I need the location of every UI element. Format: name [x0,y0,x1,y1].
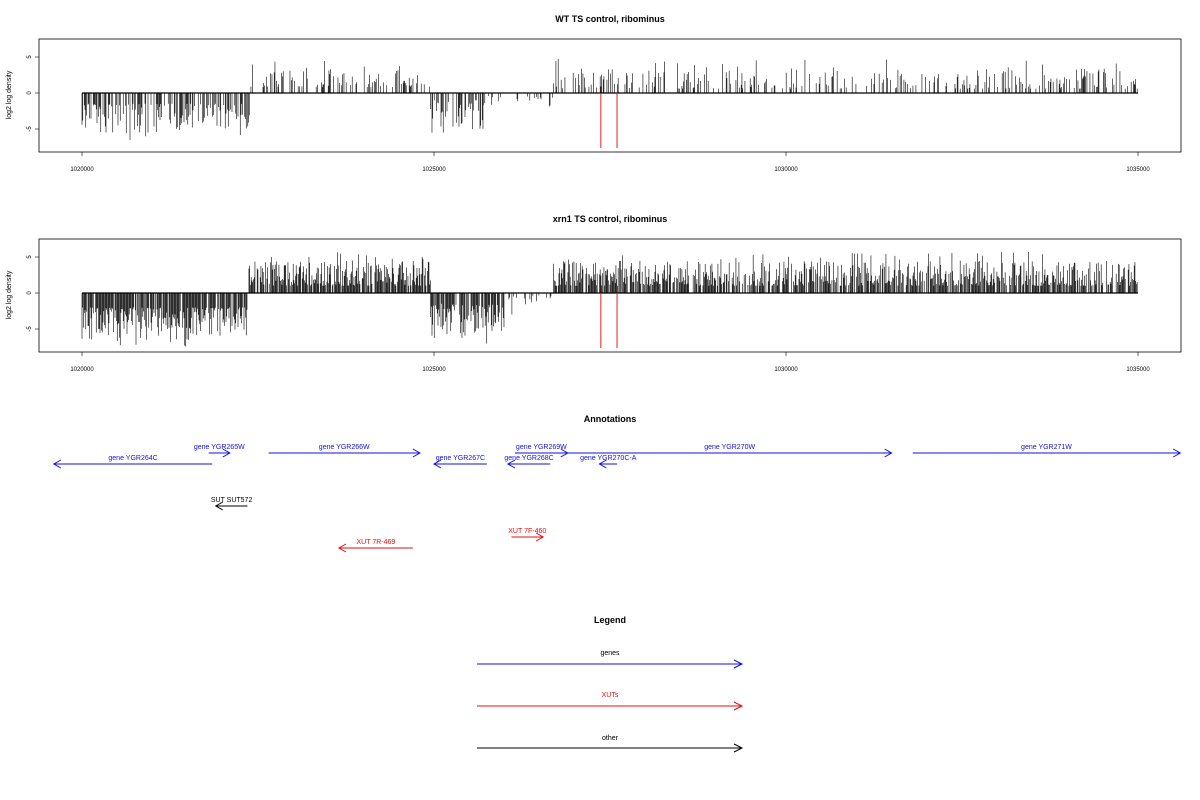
annotation-label: gene YGR270C-A [580,455,637,462]
annotation-arrowhead [432,459,442,469]
panel-wt-ytick-0: 0 [27,91,33,95]
legend-label-genes: genes [600,650,620,657]
panel-wt-ytick-5: 5 [27,55,33,59]
annotation-label: gene YGR270W [704,444,755,451]
panel-xrn1-frame [38,238,1182,353]
annotation-arrowhead [222,448,231,458]
legend-title: Legend [594,615,626,625]
annotation-feature: gene YGR266W [268,444,421,458]
panel-wt-frame [38,38,1182,153]
annotation-feature: XUT 7F-460 [508,528,546,542]
panel-xrn1-xtick-1: 1020000 [70,367,94,373]
panel-wt-xtick-4: 1035000 [1126,167,1150,173]
annotation-label: gene YGR271W [1021,444,1072,451]
legend-arrowhead-xuts [733,701,744,711]
annotation-arrowhead [535,532,545,542]
annotation-feature: gene YGR265W [194,444,245,458]
annotation-arrowhead [598,459,607,469]
annotation-feature: SUT SUT572 [211,497,253,511]
legend-entry-other: other [477,735,744,753]
panel-xrn1-ytick-0: 0 [27,291,33,295]
annotation-label: XUT 7F-460 [508,528,546,535]
panel-wt-ylabel: log2 log density [6,70,13,119]
panel-xrn1-xtick-2: 1025000 [422,367,446,373]
panel-xrn1-xaxis: 1020000 1025000 1030000 1035000 [70,352,1150,373]
annotation-label: SUT SUT572 [211,497,253,504]
annotation-arrowhead [337,543,347,553]
panel-wt-xtick-1: 1020000 [70,167,94,173]
annotation-label: gene YGR268C [504,455,553,462]
annotation-feature: gene YGR270C-A [580,455,637,469]
annotation-feature: XUT 7R-469 [337,539,413,553]
panel-xrn1-ylabel: log2 log density [6,270,13,319]
panel-xrn1-bars [81,251,1138,347]
annotation-feature: gene YGR270W [567,444,893,458]
panel-xrn1-title: xrn1 TS control, ribominus [553,214,668,224]
annotation-arrowhead [214,501,224,511]
annotation-arrowhead [412,448,421,458]
panel-wt-xtick-3: 1030000 [774,167,798,173]
annotation-tracks: gene YGR264C gene YGR265W gene YGR266W gene… [52,444,1182,553]
panel-wt-xaxis: 1020000 1025000 1030000 1035000 [70,152,1150,173]
legend-label-other: other [602,735,619,742]
panel-wt-bars [81,58,1138,141]
annotation-arrowhead [52,459,62,469]
annotation-label: gene YGR265W [194,444,245,451]
legend-panel: Legend genes XUTs other [477,615,744,753]
annotation-feature: gene YGR271W [912,444,1182,458]
legend-label-xuts: XUTs [602,692,619,699]
panel-wt-title: WT TS control, ribominus [555,14,665,24]
annotation-arrowhead [506,459,516,469]
annotation-label: gene YGR264C [108,455,157,462]
legend-entry-xuts: XUTs [477,692,744,711]
annotation-arrowhead [884,448,893,458]
annotation-label: gene YGR266W [319,444,370,451]
panel-xrn1-ytick-neg5: -5 [27,326,33,332]
panel-wt-ytick-neg5: -5 [27,126,33,132]
annotation-label: gene YGR269W [516,444,567,451]
panel-xrn1-yaxis: 5 0 -5 [27,255,39,332]
annotation-feature: gene YGR264C [52,455,213,469]
legend-entry-genes: genes [477,650,744,669]
annotation-label: gene YGR267C [436,455,485,462]
panel-xrn1: xrn1 TS control, ribominus log2 log dens… [6,214,1182,373]
panel-xrn1-ytick-5: 5 [27,255,33,259]
annotation-feature: gene YGR268C [504,455,554,469]
panel-xrn1-xtick-4: 1035000 [1126,367,1150,373]
panel-wt-xtick-2: 1025000 [422,167,446,173]
panel-wt: WT TS control, ribominus log2 log densit… [6,14,1182,173]
legend-arrowhead-other [733,743,744,753]
annotations-title: Annotations [584,414,637,424]
legend-arrowhead-genes [733,659,744,669]
annotation-feature: gene YGR267C [432,455,487,469]
annotation-arrowhead [1172,448,1182,458]
annotation-label: XUT 7R-469 [357,539,396,546]
panel-xrn1-xtick-3: 1030000 [774,367,798,373]
panel-wt-yaxis: 5 0 -5 [27,55,39,132]
